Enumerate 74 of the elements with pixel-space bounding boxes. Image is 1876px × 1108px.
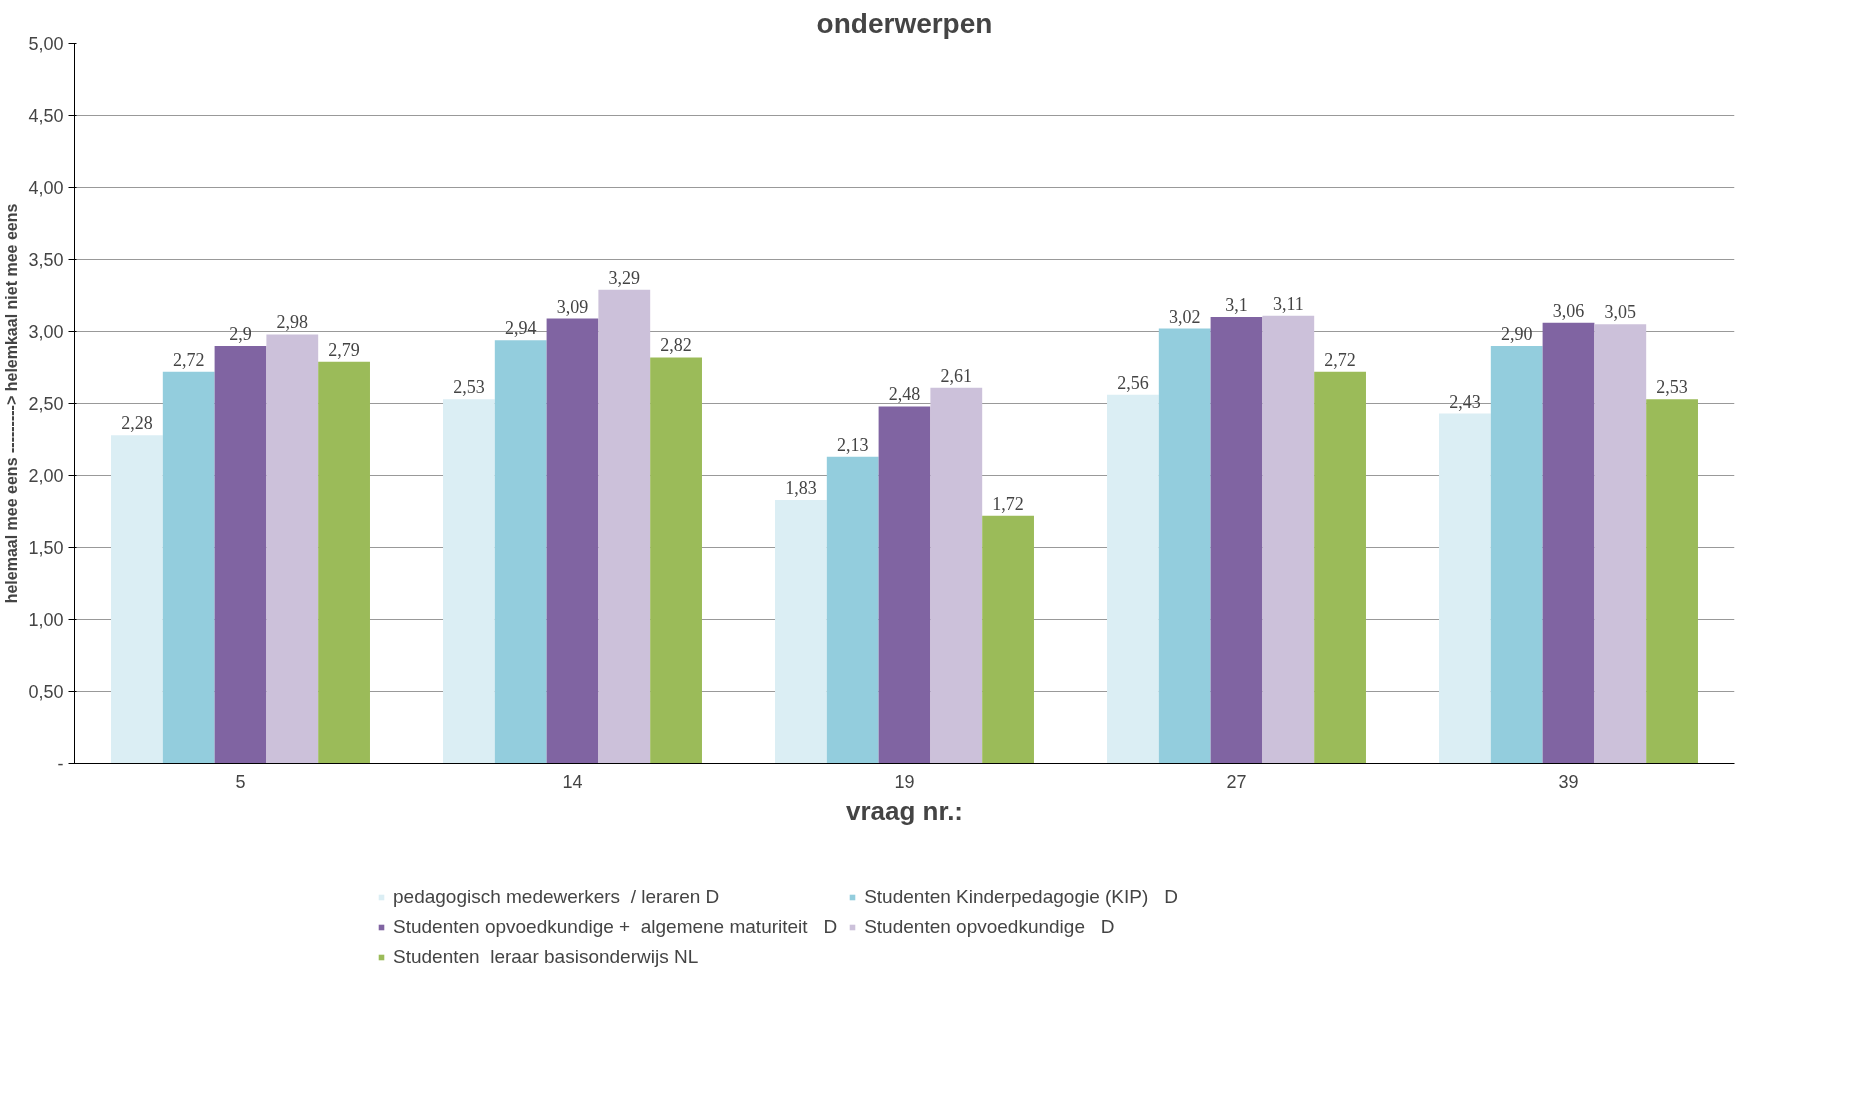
bar bbox=[1107, 394, 1159, 764]
data-label: 2,98 bbox=[276, 312, 309, 333]
data-label: 3,05 bbox=[1604, 302, 1637, 323]
data-label: 2,72 bbox=[1324, 349, 1356, 370]
data-label: 3,09 bbox=[556, 296, 589, 317]
x-tick-label: 14 bbox=[562, 771, 583, 792]
y-tick-label: 2,00 bbox=[28, 466, 64, 486]
bar bbox=[443, 399, 495, 764]
x-tick-label: 39 bbox=[1558, 771, 1579, 792]
bar bbox=[1594, 324, 1647, 764]
y-tick-label: 1,50 bbox=[28, 538, 64, 558]
data-label: 3,06 bbox=[1552, 300, 1585, 321]
data-label: 2,48 bbox=[888, 384, 921, 405]
y-tick-label: 5,00 bbox=[28, 34, 64, 54]
bar bbox=[1542, 322, 1595, 764]
x-axis-title: vraag nr.: bbox=[845, 795, 964, 826]
data-label: 1,72 bbox=[992, 493, 1024, 514]
data-label: 2,53 bbox=[453, 377, 485, 398]
data-label: 2,43 bbox=[1449, 391, 1481, 412]
bar bbox=[982, 515, 1034, 764]
bar bbox=[1314, 371, 1366, 764]
data-label: 2,61 bbox=[940, 365, 973, 386]
bar bbox=[1490, 345, 1543, 764]
bar bbox=[826, 456, 879, 764]
x-tick-label: 5 bbox=[235, 771, 246, 792]
data-label: 2,94 bbox=[504, 318, 537, 339]
data-label: 2,82 bbox=[660, 335, 692, 356]
bar bbox=[775, 499, 827, 764]
data-label: 3,29 bbox=[608, 267, 641, 288]
data-label: 2,90 bbox=[1500, 323, 1533, 344]
data-label: 2,13 bbox=[836, 434, 869, 455]
bar bbox=[1262, 315, 1315, 764]
data-label: 2,9 bbox=[229, 323, 252, 344]
bar bbox=[214, 345, 267, 764]
bar bbox=[162, 371, 215, 764]
bar bbox=[1646, 399, 1698, 764]
y-tick-label: 3,50 bbox=[28, 250, 64, 270]
bar bbox=[598, 289, 651, 764]
y-tick-label: - bbox=[57, 754, 64, 774]
legend-label: Studenten leraar basisonderwijs NL bbox=[393, 946, 699, 968]
legend-label: Studenten opvoedkundige D bbox=[864, 916, 1115, 938]
y-axis-title: helemaal mee eens ---------> helemkaal niet mee eens bbox=[3, 203, 21, 604]
bar bbox=[1439, 413, 1491, 764]
legend-label: pedagogisch medewerkers / leraren D bbox=[393, 886, 720, 908]
y-tick-label: 2,50 bbox=[28, 394, 64, 414]
data-label: 2,28 bbox=[121, 413, 153, 434]
data-label: 3,11 bbox=[1272, 293, 1304, 314]
bar bbox=[494, 340, 547, 764]
bar bbox=[318, 361, 370, 764]
data-label: 2,72 bbox=[172, 349, 205, 370]
chart-title: onderwerpen bbox=[816, 7, 993, 39]
y-tick-label: 1,00 bbox=[28, 610, 64, 630]
bar bbox=[650, 357, 702, 764]
y-tick-label: 0,50 bbox=[28, 682, 64, 702]
bar bbox=[546, 318, 599, 764]
data-label: 1,83 bbox=[785, 477, 817, 498]
data-label: 2,56 bbox=[1117, 372, 1149, 393]
bar bbox=[266, 334, 319, 764]
bar bbox=[878, 406, 931, 764]
data-label: 2,79 bbox=[328, 339, 360, 360]
legend-label: Studenten Kinderpedagogie (KIP) D bbox=[864, 886, 1178, 908]
legend-label: Studenten opvoedkundige + algemene maturiteit D bbox=[393, 916, 838, 938]
bar bbox=[930, 387, 983, 764]
y-tick-label: 4,50 bbox=[28, 106, 64, 126]
y-tick-label: 4,00 bbox=[28, 178, 64, 198]
data-label: 2,53 bbox=[1656, 377, 1688, 398]
data-label: 3,02 bbox=[1168, 306, 1201, 327]
data-label: 3,1 bbox=[1225, 295, 1248, 316]
bar bbox=[111, 435, 163, 764]
bar bbox=[1158, 328, 1211, 764]
x-tick-label: 27 bbox=[1226, 771, 1247, 792]
bar bbox=[1210, 317, 1263, 764]
y-tick-label: 3,00 bbox=[28, 322, 64, 342]
x-tick-label: 19 bbox=[894, 771, 915, 792]
